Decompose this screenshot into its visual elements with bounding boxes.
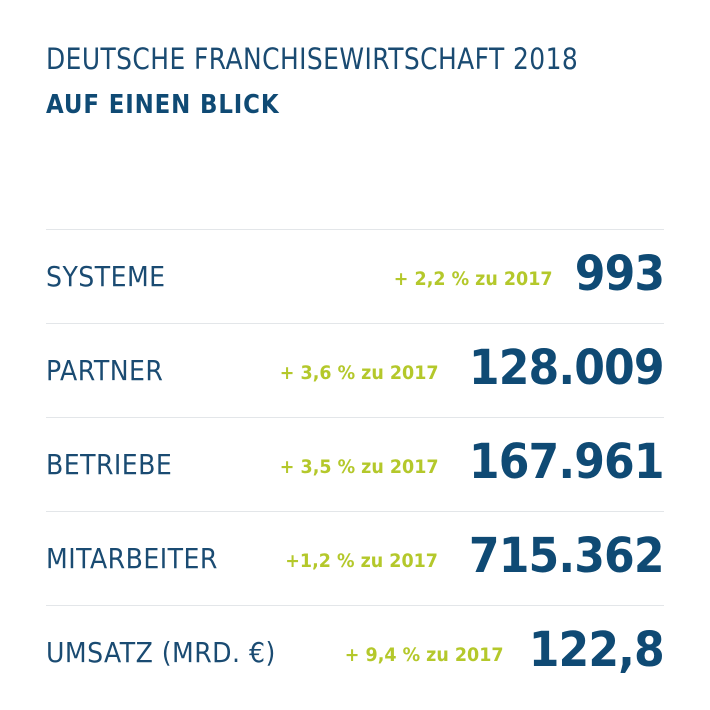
page-title: DEUTSCHE FRANCHISEWIRTSCHAFT 2018 bbox=[46, 42, 579, 76]
stat-row-mitarbeiter: MITARBEITER +1,2 % zu 2017 715.362 bbox=[46, 512, 665, 606]
stat-row-betriebe: BETRIEBE + 3,5 % zu 2017 167.961 bbox=[46, 418, 665, 512]
stat-change: +1,2 % zu 2017 bbox=[285, 550, 439, 572]
stat-value: 128.009 bbox=[469, 340, 665, 396]
stat-label: SYSTEME bbox=[46, 260, 166, 293]
stat-values: + 2,2 % zu 2017 993 bbox=[380, 246, 665, 302]
stat-values: + 9,4 % zu 2017 122,8 bbox=[331, 624, 664, 676]
stat-value: 993 bbox=[574, 246, 665, 302]
stat-row-partner: PARTNER + 3,6 % zu 2017 128.009 bbox=[46, 324, 665, 418]
stat-change: + 2,2 % zu 2017 bbox=[394, 268, 553, 290]
top-divider bbox=[46, 229, 664, 230]
stat-value: 122,8 bbox=[528, 622, 665, 678]
page-subtitle: AUF EINEN BLICK bbox=[46, 90, 280, 120]
stats-list: SYSTEME + 2,2 % zu 2017 993 PARTNER + 3,… bbox=[46, 229, 665, 699]
stat-values: +1,2 % zu 2017 715.362 bbox=[272, 528, 665, 584]
stat-change: + 3,5 % zu 2017 bbox=[279, 456, 439, 478]
stat-values: + 3,5 % zu 2017 167.961 bbox=[266, 434, 665, 490]
stat-values: + 3,6 % zu 2017 128.009 bbox=[266, 340, 665, 396]
stat-value: 167.961 bbox=[469, 434, 665, 490]
stat-row-systeme: SYSTEME + 2,2 % zu 2017 993 bbox=[46, 230, 665, 324]
stat-label: UMSATZ (MRD. €) bbox=[46, 636, 276, 669]
stat-label: MITARBEITER bbox=[46, 542, 218, 575]
stat-value: 715.362 bbox=[469, 528, 665, 584]
stat-label: BETRIEBE bbox=[46, 448, 173, 481]
stat-change: + 9,4 % zu 2017 bbox=[344, 644, 504, 666]
stat-label: PARTNER bbox=[46, 354, 164, 387]
stat-row-umsatz: UMSATZ (MRD. €) + 9,4 % zu 2017 122,8 bbox=[46, 606, 665, 699]
stat-change: + 3,6 % zu 2017 bbox=[279, 362, 439, 384]
